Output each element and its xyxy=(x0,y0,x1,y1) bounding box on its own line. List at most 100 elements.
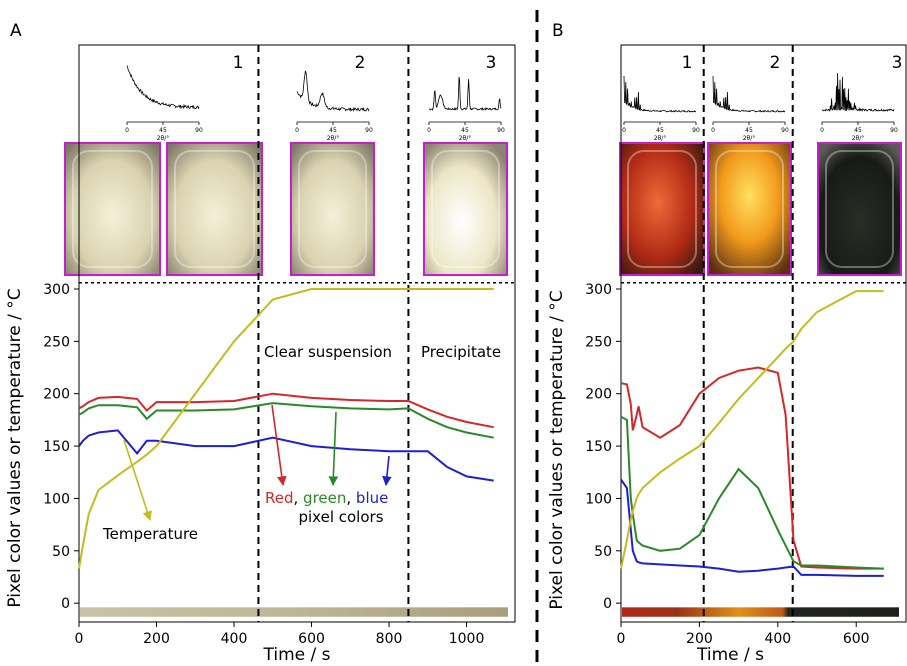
vial-photo xyxy=(290,142,375,276)
stage-label: 1 xyxy=(233,53,244,73)
y-tick-label: 50 xyxy=(52,544,70,560)
y-tick-label: 300 xyxy=(43,282,70,298)
x-tick-label: 200 xyxy=(143,631,170,647)
x-axis-label: Time / s xyxy=(263,645,331,665)
xrd-tick-label: 90 xyxy=(497,127,505,134)
series-line xyxy=(620,479,884,577)
xrd-trace xyxy=(623,75,697,113)
annotation-word: blue xyxy=(356,489,388,507)
xrd-tick-label: 45 xyxy=(656,127,664,134)
panel-letter: B xyxy=(552,21,564,41)
panel: B 0 45 90 2θ/° 0 45 90 2θ/° 0 45 90 2θ/° 1 2 3 0 50 100 150… xyxy=(547,21,907,665)
xrd-tick-label: 0 xyxy=(427,127,431,134)
y-tick-label: 100 xyxy=(585,491,612,507)
xrd-tick-label: 45 xyxy=(329,127,337,134)
xrd-tick-label: 90 xyxy=(781,127,789,134)
vial-outline xyxy=(825,150,894,268)
vial-outline xyxy=(715,150,784,268)
stage-label: 3 xyxy=(892,53,903,73)
x-tick-label: 800 xyxy=(376,631,403,647)
xrd-tick-label: 45 xyxy=(159,127,167,134)
series-line xyxy=(78,402,494,439)
y-tick-label: 0 xyxy=(603,596,612,612)
xrd-tick-label: 45 xyxy=(745,127,753,134)
y-tick-label: 200 xyxy=(585,387,612,403)
xrd-trace xyxy=(821,73,895,113)
xrd-trace xyxy=(712,75,786,113)
xrd-tick-label: 0 xyxy=(711,127,715,134)
annotation: Temperature xyxy=(102,525,198,543)
annotation-arrow xyxy=(328,411,339,486)
color-strip xyxy=(622,607,899,617)
vial-photo xyxy=(707,142,792,276)
series-line xyxy=(620,290,884,569)
y-tick-label: 250 xyxy=(43,334,70,350)
axes-frame xyxy=(620,44,907,623)
xrd-trace xyxy=(428,76,502,111)
xrd-tick-label: 0 xyxy=(295,127,299,134)
annotation-arrow xyxy=(271,404,287,486)
xrd-tick-label: 45 xyxy=(854,127,862,134)
xrd-tick-label: 0 xyxy=(820,127,824,134)
annotation-word: green xyxy=(303,489,346,507)
stage-label: 2 xyxy=(770,53,781,73)
annotation-word: , xyxy=(294,489,304,507)
y-tick-label: 100 xyxy=(43,491,70,507)
annotation-word: Red xyxy=(265,489,294,507)
xrd-axis-label: 2θ/° xyxy=(327,135,340,142)
xrd-axis-label: 2θ/° xyxy=(743,135,756,142)
x-tick-label: 400 xyxy=(764,631,791,647)
y-axis-label: Pixel color values or temperature / °C xyxy=(547,290,567,609)
series-line xyxy=(620,415,884,570)
xrd-trace xyxy=(296,70,370,112)
vial-photo xyxy=(423,142,508,276)
stage-label: 2 xyxy=(355,53,366,73)
x-tick-label: 400 xyxy=(221,631,248,647)
series-line xyxy=(620,366,884,570)
x-tick-label: 0 xyxy=(617,631,626,647)
color-strip xyxy=(80,607,508,617)
y-tick-label: 0 xyxy=(61,596,70,612)
stage-label: 1 xyxy=(682,53,693,73)
annotation: Clear suspension xyxy=(264,343,392,361)
x-tick-label: 200 xyxy=(686,631,713,647)
xrd-trace xyxy=(126,65,200,110)
xrd-axis-label: 2θ/° xyxy=(459,135,472,142)
vial-photo xyxy=(64,142,161,276)
y-tick-label: 150 xyxy=(585,439,612,455)
x-tick-label: 600 xyxy=(843,631,870,647)
vial-outline xyxy=(431,150,500,268)
vial-outline xyxy=(627,150,697,268)
axes-frame xyxy=(78,44,516,623)
y-tick-label: 200 xyxy=(43,387,70,403)
y-axis-label: Pixel color values or temperature / °C xyxy=(5,288,25,607)
y-tick-label: 250 xyxy=(585,334,612,350)
xrd-axis-label: 2θ/° xyxy=(852,135,865,142)
vial-outline xyxy=(174,150,255,268)
vial-outline xyxy=(72,150,153,268)
xrd-tick-label: 0 xyxy=(125,127,129,134)
xrd-tick-label: 90 xyxy=(195,127,203,134)
annotation: pixel colors xyxy=(298,508,383,526)
y-tick-label: 150 xyxy=(43,439,70,455)
annotation-arrow xyxy=(123,439,152,521)
vial-photo xyxy=(619,142,705,276)
xrd-tick-label: 90 xyxy=(365,127,373,134)
vial-photo xyxy=(166,142,263,276)
vial-outline xyxy=(298,150,367,268)
x-tick-label: 0 xyxy=(75,631,84,647)
annotation: Precipitate xyxy=(421,343,501,361)
xrd-tick-label: 0 xyxy=(622,127,626,134)
annotation: Red, green, blue xyxy=(265,489,388,507)
series-line xyxy=(78,392,494,429)
series-line xyxy=(78,429,494,482)
xrd-axis-label: 2θ/° xyxy=(157,135,170,142)
y-tick-label: 50 xyxy=(594,544,612,560)
x-tick-label: 1000 xyxy=(449,631,485,647)
annotation-word: , xyxy=(346,489,356,507)
panel-letter: A xyxy=(10,21,22,41)
annotation-arrow xyxy=(382,455,392,486)
x-tick-label: 600 xyxy=(298,631,325,647)
xrd-tick-label: 90 xyxy=(890,127,898,134)
y-tick-label: 300 xyxy=(585,282,612,298)
